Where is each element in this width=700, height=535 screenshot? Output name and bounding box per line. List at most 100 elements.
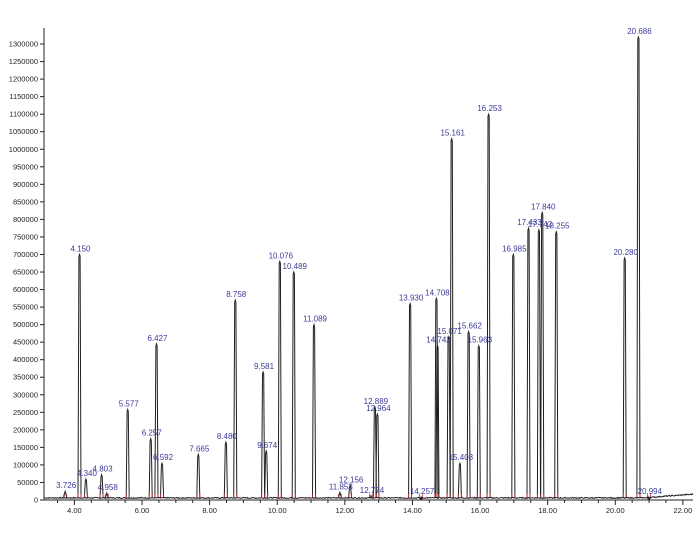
peak-12.889 xyxy=(372,405,377,498)
chromatogram-peaks xyxy=(63,35,651,501)
y-tick-label: 500000 xyxy=(13,320,38,329)
peak-8.480 xyxy=(223,440,228,498)
peak-11.853 xyxy=(337,490,342,499)
peak-20.280 xyxy=(622,256,627,498)
y-tick-label: 850000 xyxy=(13,197,38,206)
peak-20.686 xyxy=(636,35,641,498)
peak-17.840 xyxy=(540,210,545,498)
peak-17.742 xyxy=(536,228,541,498)
y-tick-label: 450000 xyxy=(13,338,38,347)
peak-12.964 xyxy=(375,412,380,498)
y-tick-label: 550000 xyxy=(13,303,38,312)
peak-16.253 xyxy=(486,112,491,498)
y-tick-label: 1200000 xyxy=(9,75,38,84)
x-axis: 4.00 6.00 8.00 10.00 12.00 14.00 16.00 18.00 20.… xyxy=(44,499,693,515)
y-tick-label: 150000 xyxy=(13,443,38,452)
peak-label-15.161: 15.161 xyxy=(440,129,465,138)
peak-15.161 xyxy=(449,136,454,498)
peak-label-8.758: 8.758 xyxy=(226,290,247,299)
y-tick-label: 650000 xyxy=(13,268,38,277)
peak-4.803 xyxy=(99,472,104,498)
peak-11.089 xyxy=(312,322,317,498)
x-tick-label: 16.00 xyxy=(471,506,490,515)
peak-label-11.853: 11.853 xyxy=(329,482,353,491)
peak-label-15.662: 15.662 xyxy=(457,322,482,331)
x-tick-label: 8.00 xyxy=(202,506,217,515)
peak-label-17.840: 17.840 xyxy=(531,202,556,211)
peak-label-9.674: 9.674 xyxy=(257,441,278,450)
y-tick-label: 600000 xyxy=(13,285,38,294)
peak-label-15.963: 15.963 xyxy=(468,336,493,345)
peak-label-4.803: 4.803 xyxy=(93,465,114,474)
peak-15.071 xyxy=(446,335,451,498)
peak-label-8.480: 8.480 xyxy=(217,432,238,441)
x-tick-label: 6.00 xyxy=(135,506,150,515)
peak-8.758 xyxy=(233,298,238,498)
peak-label-7.665: 7.665 xyxy=(189,444,210,453)
peak-label-14.257: 14.257 xyxy=(410,487,435,496)
peak-9.581 xyxy=(261,370,266,498)
peak-label-12.156: 12.156 xyxy=(339,475,364,484)
x-tick-label: 22.00 xyxy=(673,506,692,515)
peak-label-12.774: 12.774 xyxy=(360,486,385,495)
x-tick-label: 10.00 xyxy=(268,506,287,515)
peak-15.403 xyxy=(457,461,462,498)
peak-label-16.253: 16.253 xyxy=(477,104,502,113)
peak-label-17.433: 17.433 xyxy=(517,218,542,227)
peak-label-15.403: 15.403 xyxy=(449,453,474,462)
peak-label-3.726: 3.726 xyxy=(56,481,77,490)
y-tick-label: 250000 xyxy=(13,408,38,417)
peak-5.577 xyxy=(125,407,130,498)
y-tick-label: 0 xyxy=(34,496,38,505)
y-tick-label: 400000 xyxy=(13,355,38,364)
peak-label-20.686: 20.686 xyxy=(627,27,652,36)
peak-label-10.489: 10.489 xyxy=(283,262,308,271)
y-tick-label: 750000 xyxy=(13,232,38,241)
y-tick-label: 1000000 xyxy=(9,145,38,154)
peak-4.958 xyxy=(104,491,109,499)
peak-18.255 xyxy=(554,229,559,498)
peak-4.340 xyxy=(83,477,88,498)
peak-14.708 xyxy=(434,296,439,498)
x-tick-label: 18.00 xyxy=(538,506,557,515)
y-tick-label: 1250000 xyxy=(9,57,38,66)
y-tick-label: 800000 xyxy=(13,215,38,224)
peak-label-11.089: 11.089 xyxy=(303,315,327,324)
peak-label-4.150: 4.150 xyxy=(70,244,91,253)
peak-6.257 xyxy=(148,436,153,498)
y-tick-label: 50000 xyxy=(17,478,38,487)
baseline-trace xyxy=(44,493,694,500)
peak-10.076 xyxy=(277,259,282,498)
peak-label-20.280: 20.280 xyxy=(613,248,638,257)
y-tick-label: 1300000 xyxy=(9,40,38,49)
peak-16.985 xyxy=(511,252,516,498)
peak-label-6.427: 6.427 xyxy=(147,334,168,343)
peak-label-17.742: 17.742 xyxy=(528,220,553,229)
peak-label-6.257: 6.257 xyxy=(142,429,163,438)
peak-15.662 xyxy=(466,329,471,498)
peak-label-6.592: 6.592 xyxy=(153,453,174,462)
peak-15.963 xyxy=(476,343,481,498)
peak-label-13.930: 13.930 xyxy=(399,294,424,303)
peak-9.674 xyxy=(264,449,269,498)
x-tick-label: 20.00 xyxy=(606,506,625,515)
peak-label-9.581: 9.581 xyxy=(254,362,275,371)
peak-label-4.340: 4.340 xyxy=(77,469,98,478)
peak-7.665 xyxy=(196,452,201,498)
peak-label-12.889: 12.889 xyxy=(364,397,389,406)
peak-4.150 xyxy=(77,252,82,498)
y-tick-label: 1050000 xyxy=(9,127,38,136)
peak-14.257 xyxy=(419,495,424,501)
peak-label-12.964: 12.964 xyxy=(366,404,391,413)
peak-label-4.958: 4.958 xyxy=(98,483,119,492)
y-tick-label: 900000 xyxy=(13,180,38,189)
peak-label-10.076: 10.076 xyxy=(269,251,294,260)
peak-label-20.994: 20.994 xyxy=(638,487,663,496)
y-axis: 0 50000 100000 150000 200000 250000 300000 3500… xyxy=(9,28,45,505)
y-tick-label: 200000 xyxy=(13,425,38,434)
peak-6.427 xyxy=(154,342,159,498)
peak-label-14.742: 14.742 xyxy=(426,336,451,345)
peak-6.592 xyxy=(160,461,165,498)
x-tick-label: 12.00 xyxy=(335,506,354,515)
